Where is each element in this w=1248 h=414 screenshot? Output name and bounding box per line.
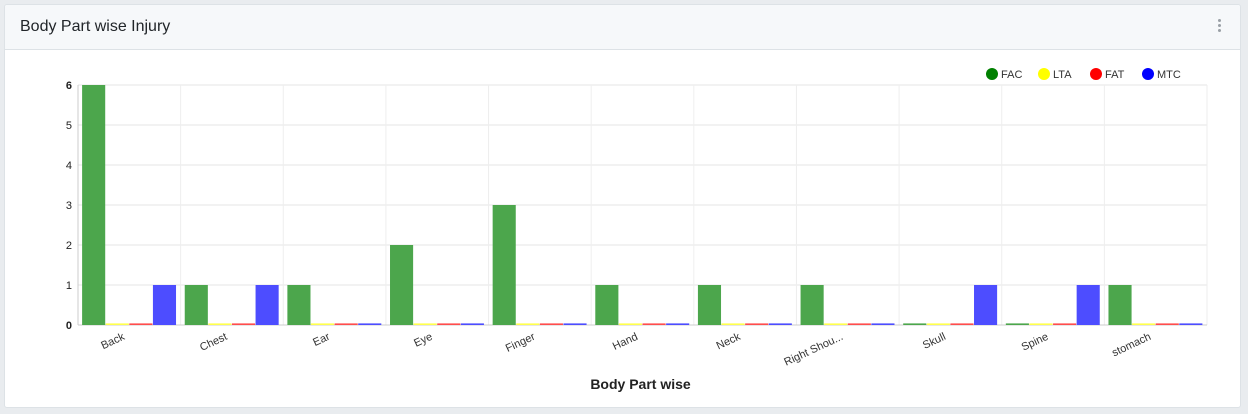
bar-fat-chest[interactable] bbox=[231, 323, 256, 325]
bar-lta-chest[interactable] bbox=[208, 323, 232, 325]
x-tick-label: Neck bbox=[715, 331, 743, 353]
legend-marker-fac[interactable] bbox=[986, 68, 998, 80]
bar-lta-finger[interactable] bbox=[516, 323, 540, 325]
x-tick-label: Ear bbox=[311, 331, 332, 349]
bar-fac-hand[interactable] bbox=[595, 285, 619, 325]
legend-label-lta[interactable]: LTA bbox=[1053, 69, 1072, 81]
bar-fac-ear[interactable] bbox=[287, 285, 311, 325]
bar-fat-back[interactable] bbox=[129, 323, 153, 325]
y-tick-label: 5 bbox=[66, 120, 72, 132]
y-tick-label: 2 bbox=[66, 240, 72, 252]
card-title: Body Part wise Injury bbox=[20, 18, 171, 35]
x-tick-label: Skull bbox=[921, 331, 948, 352]
legend-label-fac[interactable]: FAC bbox=[1001, 69, 1022, 81]
y-tick-label: 6 bbox=[66, 80, 72, 92]
bar-mtc-back[interactable] bbox=[152, 285, 177, 325]
bar-fac-chest[interactable] bbox=[184, 285, 208, 325]
bar-mtc-eye[interactable] bbox=[460, 323, 484, 325]
x-tick-label: Eye bbox=[412, 331, 434, 350]
bar-fac-eye[interactable] bbox=[390, 245, 414, 325]
bar-mtc-stomach[interactable] bbox=[1179, 323, 1203, 325]
bar-fac-stomach[interactable] bbox=[1108, 285, 1132, 325]
legend-label-mtc[interactable]: MTC bbox=[1157, 69, 1181, 81]
bar-fat-ear[interactable] bbox=[334, 323, 358, 325]
bar-mtc-chest[interactable] bbox=[255, 285, 279, 325]
bar-fac-skull[interactable] bbox=[903, 323, 927, 325]
chart-card: Body Part wise Injury 0 1 2 3 4 5 6 Back Chest Ea… bbox=[4, 4, 1241, 408]
y-tick-label: 4 bbox=[66, 160, 72, 172]
bar-lta-eye[interactable] bbox=[413, 323, 437, 325]
bar-lta-ear[interactable] bbox=[310, 323, 335, 325]
bar-lta-neck[interactable] bbox=[721, 323, 745, 325]
bar-mtc-hand[interactable] bbox=[666, 323, 690, 325]
bar-lta-stomach[interactable] bbox=[1132, 323, 1156, 325]
bar-fat-neck[interactable] bbox=[745, 323, 769, 325]
bar-mtc-neck[interactable] bbox=[768, 323, 792, 325]
bar-fac-right-shou-[interactable] bbox=[800, 285, 824, 325]
bar-lta-spine[interactable] bbox=[1029, 323, 1053, 325]
x-tick-label: Spine bbox=[1020, 331, 1051, 354]
bar-mtc-skull[interactable] bbox=[974, 285, 998, 325]
bar-fac-back[interactable] bbox=[82, 85, 106, 325]
legend-marker-fat[interactable] bbox=[1090, 68, 1102, 80]
card-header: Body Part wise Injury bbox=[5, 5, 1240, 50]
bar-fat-eye[interactable] bbox=[437, 323, 461, 325]
bar-fat-skull[interactable] bbox=[950, 323, 974, 325]
x-tick-label: Hand bbox=[611, 331, 640, 353]
legend-marker-mtc[interactable] bbox=[1142, 68, 1154, 80]
x-axis-title: Body Part wise bbox=[590, 376, 691, 392]
y-tick-label: 1 bbox=[66, 280, 72, 292]
bar-fac-spine[interactable] bbox=[1005, 323, 1029, 325]
x-tick-label: Chest bbox=[198, 331, 229, 354]
y-tick-label: 0 bbox=[66, 320, 72, 332]
bar-fat-stomach[interactable] bbox=[1155, 323, 1179, 325]
bar-fat-finger[interactable] bbox=[539, 323, 563, 325]
x-tick-label: Right Shou... bbox=[782, 331, 845, 369]
x-tick-label: Finger bbox=[504, 331, 538, 355]
bar-lta-back[interactable] bbox=[105, 323, 129, 325]
bar-lta-hand[interactable] bbox=[618, 323, 642, 325]
bar-fat-hand[interactable] bbox=[642, 323, 666, 325]
bar-chart: 0 1 2 3 4 5 6 Back Chest Ear Eye Finger Hand Neck Righ… bbox=[66, 68, 1208, 392]
x-tick-label: Back bbox=[99, 331, 127, 352]
legend-marker-lta[interactable] bbox=[1038, 68, 1050, 80]
bar-fat-spine[interactable] bbox=[1053, 323, 1077, 325]
bar-lta-right-shou-[interactable] bbox=[824, 323, 848, 325]
y-tick-label: 3 bbox=[66, 200, 72, 212]
x-tick-label: stomach bbox=[1110, 331, 1153, 359]
bar-fac-neck[interactable] bbox=[697, 285, 722, 325]
legend-label-fat[interactable]: FAT bbox=[1105, 69, 1125, 81]
more-options-icon[interactable] bbox=[1216, 19, 1222, 33]
bar-fat-right-shou-[interactable] bbox=[847, 323, 871, 325]
bar-fac-finger[interactable] bbox=[492, 205, 516, 325]
bar-mtc-finger[interactable] bbox=[563, 323, 587, 325]
bar-mtc-right-shou-[interactable] bbox=[871, 323, 895, 325]
bar-mtc-spine[interactable] bbox=[1076, 285, 1100, 325]
bar-lta-skull[interactable] bbox=[926, 323, 950, 325]
bar-mtc-ear[interactable] bbox=[358, 323, 382, 325]
